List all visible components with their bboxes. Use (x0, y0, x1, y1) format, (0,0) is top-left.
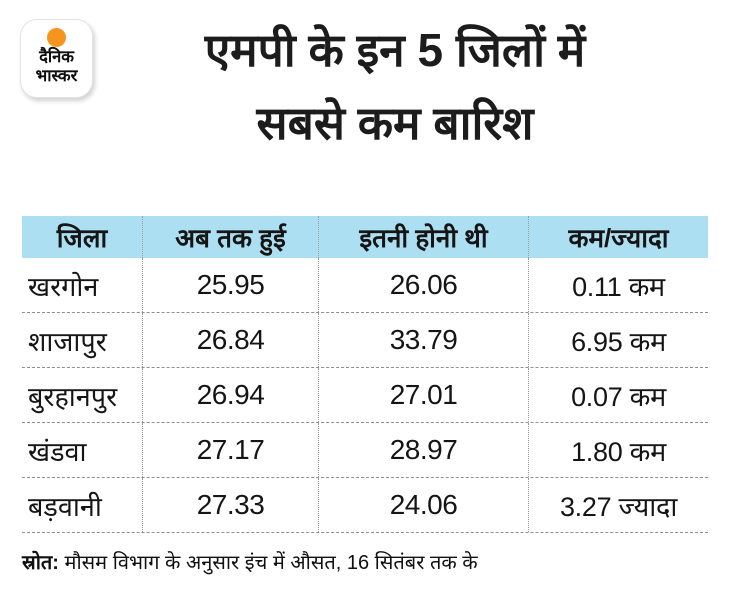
table-row: बुरहानपुर 26.94 27.01 0.07 कम (22, 368, 708, 423)
table-row: खरगोन 25.95 26.06 0.11 कम (22, 258, 708, 313)
column-header-diff: कम/ज्यादा (528, 216, 708, 258)
rainfall-table: जिला अब तक हुई इतनी होनी थी कम/ज्यादा खर… (22, 216, 708, 533)
district-name: बड़वानी (28, 491, 102, 522)
column-header-so-far: अब तक हुई (142, 216, 318, 258)
logo-text-line1: दैनिक (39, 48, 74, 66)
sun-icon (47, 28, 66, 47)
source-label: स्रोत: (22, 552, 59, 574)
rain-so-far: 26.94 (142, 368, 318, 422)
district-name: खंडवा (28, 436, 87, 467)
rain-diff: 3.27 ज्यादा (528, 478, 708, 532)
district-name: शाजापुर (28, 326, 107, 357)
rain-so-far: 27.33 (142, 478, 318, 532)
dainik-bhaskar-logo: दैनिक भास्कर (20, 19, 93, 98)
headline-line1: एमपी के इन 5 जिलों में (204, 24, 586, 76)
rain-diff: 1.80 कम (528, 423, 708, 477)
table-header-row: जिला अब तक हुई इतनी होनी थी कम/ज्यादा (22, 216, 708, 258)
table-row: खंडवा 27.17 28.97 1.80 कम (22, 423, 708, 478)
source-text: मौसम विभाग के अनुसार इंच में औसत, 16 सित… (58, 552, 478, 574)
headline-line2: सबसे कम बारिश (256, 97, 534, 149)
logo-text-line2: भास्कर (35, 67, 78, 85)
rain-expected: 27.01 (318, 368, 528, 422)
column-header-expected: इतनी होनी थी (318, 216, 528, 258)
rain-so-far: 25.95 (142, 258, 318, 312)
rain-diff: 6.95 कम (528, 313, 708, 367)
table-row: बड़वानी 27.33 24.06 3.27 ज्यादा (22, 478, 708, 533)
source-note: स्रोत: मौसम विभाग के अनुसार इंच में औसत,… (22, 548, 478, 575)
rain-diff: 0.07 कम (528, 368, 708, 422)
table-row: शाजापुर 26.84 33.79 6.95 कम (22, 313, 708, 368)
district-name: बुरहानपुर (28, 381, 118, 412)
rain-diff: 0.11 कम (528, 258, 708, 312)
headline: एमपी के इन 5 जिलों में सबसे कम बारिश (112, 14, 678, 160)
rain-expected: 28.97 (318, 423, 528, 477)
rain-so-far: 26.84 (142, 313, 318, 367)
district-name: खरगोन (28, 271, 99, 302)
rain-expected: 33.79 (318, 313, 528, 367)
rain-expected: 24.06 (318, 478, 528, 532)
column-header-district: जिला (56, 223, 108, 253)
rain-so-far: 27.17 (142, 423, 318, 477)
rain-expected: 26.06 (318, 258, 528, 312)
